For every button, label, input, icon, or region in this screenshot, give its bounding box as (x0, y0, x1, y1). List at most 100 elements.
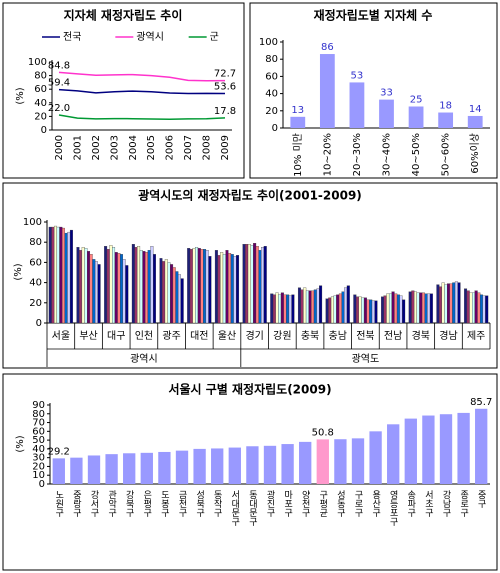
bar (336, 294, 340, 324)
bar (313, 289, 317, 324)
x-tick-label: 송파구 (405, 490, 415, 518)
x-tick-label: 금천구 (177, 490, 187, 518)
bar (150, 246, 154, 324)
bar (258, 250, 262, 324)
bar (92, 259, 96, 324)
bar (286, 294, 290, 324)
bar (328, 297, 332, 324)
bar (187, 248, 191, 324)
x-tick-label: 인천 (135, 330, 153, 342)
group-label: 광역시 (130, 353, 158, 365)
bar (391, 291, 395, 324)
bar (178, 274, 182, 324)
bar (246, 446, 259, 484)
y-tick-label: 10 (32, 470, 45, 481)
legend-label: 전국 (63, 31, 81, 43)
bar (131, 244, 135, 324)
bar (195, 247, 199, 324)
bar (114, 252, 118, 324)
bar (203, 249, 207, 324)
x-tick-label: 전남 (384, 330, 402, 342)
bar (205, 250, 209, 324)
bar (76, 247, 80, 324)
bar (281, 444, 294, 484)
bar (300, 289, 304, 324)
y-tick-label: 60 (32, 426, 45, 437)
bar (441, 282, 445, 324)
bar (64, 232, 68, 324)
x-tick-label: 성동구 (335, 490, 345, 518)
bar (140, 452, 153, 484)
bar (319, 54, 335, 128)
bar (467, 115, 483, 128)
bar (303, 287, 307, 324)
bar (349, 82, 365, 128)
bar (153, 254, 156, 324)
bar (97, 264, 101, 324)
bar (411, 290, 415, 324)
bar (145, 252, 149, 324)
data-label: 33 (380, 88, 393, 99)
bar (233, 256, 237, 324)
bar (67, 231, 71, 324)
bar (175, 271, 179, 324)
x-tick-label: 동작구 (212, 490, 222, 518)
y-tick-label: 80 (29, 237, 42, 248)
bar (383, 295, 387, 324)
x-tick-label: 2000 (54, 135, 65, 160)
bar (193, 448, 206, 484)
bar (87, 455, 101, 484)
bar (172, 267, 176, 324)
bar (59, 226, 63, 324)
x-tick-label: 2001 (72, 135, 83, 160)
y-tick-label: 60 (265, 71, 278, 82)
x-tick-label: 구평균 (317, 490, 327, 517)
bar (482, 295, 486, 324)
bar (253, 243, 257, 324)
bar (230, 254, 234, 324)
bar (51, 226, 55, 324)
bar (84, 248, 88, 324)
bar (228, 447, 241, 484)
bar (381, 296, 384, 324)
x-tick-label: 영등포구 (388, 490, 398, 527)
bar (419, 292, 423, 324)
bar (139, 250, 143, 324)
y-tick-label: 20 (34, 111, 47, 122)
y-tick-label: 0 (272, 123, 278, 134)
bar (112, 247, 116, 324)
bar (272, 294, 276, 324)
x-tick-label: 경북 (412, 329, 430, 342)
bar (222, 254, 226, 324)
x-tick-label: 중구 (476, 490, 486, 509)
bar (436, 284, 440, 324)
x-tick-label: 충남 (329, 330, 347, 342)
data-label: 13 (291, 105, 304, 116)
y-tick-label: 20 (32, 461, 45, 472)
bar (48, 226, 52, 324)
x-tick-label: 종로구 (458, 490, 468, 518)
bar (192, 248, 196, 324)
y-tick-label: 20 (265, 106, 278, 117)
line (58, 71, 226, 82)
bar (330, 296, 334, 324)
legend-label: 광역시 (136, 31, 164, 43)
bar (242, 244, 246, 324)
bar (474, 290, 478, 324)
x-tick-label: 2008 (202, 135, 213, 160)
chart-title: 광역시도의 재정자립도 추이(2001-2009) (138, 188, 362, 203)
bar (479, 294, 483, 324)
panel (2, 2, 245, 179)
bar (475, 408, 488, 484)
bar (366, 299, 370, 324)
x-tick-label: 전북 (356, 330, 374, 342)
bar (122, 259, 126, 324)
data-label: 59.4 (48, 78, 70, 89)
bar (162, 261, 166, 324)
x-tick-label: 대전 (190, 330, 208, 342)
bar (404, 418, 417, 484)
bar (62, 227, 65, 324)
bar (125, 265, 129, 324)
bar (472, 292, 475, 324)
